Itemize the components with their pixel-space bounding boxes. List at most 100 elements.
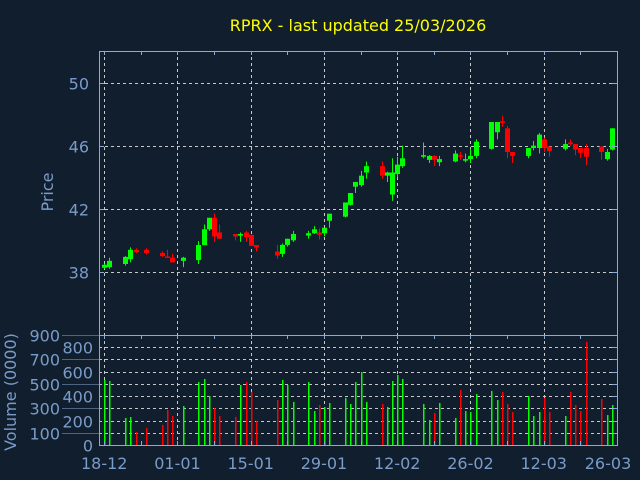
volume-panel-frame: [99, 335, 618, 446]
volume-bar: [167, 410, 169, 445]
candle-body: [474, 141, 479, 156]
volume-tick-label: 700: [29, 351, 60, 370]
candle-body: [244, 232, 249, 238]
candle-body: [212, 217, 217, 237]
volume-bar: [460, 390, 462, 445]
volume-bar: [214, 407, 216, 445]
candle-body: [275, 251, 280, 256]
candle-body: [306, 233, 311, 236]
candle-body: [610, 128, 615, 150]
candle-body: [312, 229, 317, 234]
price-axis-title: Price: [38, 172, 57, 211]
volume-bar: [612, 405, 614, 445]
volume-bar: [392, 380, 394, 445]
candle-body: [123, 256, 128, 264]
volume-tick-label: 900: [29, 327, 60, 346]
volume-bar: [507, 404, 509, 445]
candle-body: [453, 153, 458, 162]
candle-body: [144, 249, 149, 253]
candle-body: [578, 148, 583, 153]
volume-bar: [607, 415, 609, 445]
x-tick-label: 18-12: [81, 454, 128, 473]
volume-bar: [130, 417, 132, 445]
candle-body: [364, 166, 369, 173]
candle-body: [510, 151, 515, 156]
volume-bar: [580, 411, 582, 445]
candle-body: [327, 213, 332, 221]
candle-body: [599, 146, 604, 152]
volume-bar: [109, 380, 111, 445]
volume-bar: [345, 397, 347, 445]
volume-tick-label: 500: [29, 376, 60, 395]
volume-bar: [512, 412, 514, 445]
volume-bar: [183, 406, 185, 445]
volume-bar: [565, 416, 567, 445]
volume-bar: [235, 417, 237, 445]
candle-body: [280, 244, 285, 254]
candle-body: [421, 155, 426, 157]
volume-bar: [455, 417, 457, 445]
volume-bar: [256, 421, 258, 445]
candle-body: [500, 121, 505, 123]
candle-body: [573, 144, 578, 150]
volume-bar: [570, 391, 572, 445]
candle-body: [254, 245, 259, 248]
candle-body: [531, 145, 536, 149]
candle-body: [102, 264, 107, 268]
volume-bar: [104, 379, 106, 445]
candle-body: [207, 217, 212, 230]
volume-bar: [240, 384, 242, 445]
volume-bar: [539, 412, 541, 445]
candle-body: [134, 249, 139, 253]
volume-bar: [470, 412, 472, 445]
volume-bar: [319, 405, 321, 445]
x-tick-label: 12-03: [520, 454, 567, 473]
volume-bar: [497, 400, 499, 445]
candle-body: [495, 122, 500, 133]
volume-bar: [439, 402, 441, 445]
volume-bar: [146, 428, 148, 445]
candle-body: [584, 148, 589, 157]
candle-body: [353, 181, 358, 187]
volume-bar: [423, 404, 425, 445]
candles: [102, 115, 615, 269]
volume-bar: [251, 391, 253, 445]
volume-bar: [502, 391, 504, 445]
volume-bar: [198, 382, 200, 445]
x-tick-label: 12-02: [374, 454, 421, 473]
volume-bar: [476, 394, 478, 445]
volume-bar: [324, 406, 326, 445]
volume-bar: [293, 401, 295, 445]
candle-body: [128, 249, 133, 260]
volume-bar: [355, 382, 357, 445]
volume-bar: [329, 402, 331, 445]
candle-body: [458, 155, 463, 157]
candle-body: [537, 134, 542, 149]
volume-bar: [246, 382, 248, 445]
candle-body: [432, 155, 437, 160]
candle-body: [427, 155, 432, 160]
volume-bar: [397, 374, 399, 445]
volume-bar: [586, 341, 588, 445]
volume-bar: [172, 416, 174, 445]
volume-bar: [491, 390, 493, 445]
x-tick-label: 01-01: [154, 454, 201, 473]
grid-lines: [99, 51, 617, 445]
volume-bar: [544, 397, 546, 445]
volume-bar: [162, 424, 164, 445]
volume-bar: [209, 395, 211, 445]
candle-body: [170, 257, 175, 263]
volume-bar: [350, 404, 352, 445]
candle-body: [249, 234, 254, 246]
x-tick-label: 15-01: [227, 454, 274, 473]
candle-body: [107, 260, 112, 268]
candle-body: [233, 234, 238, 237]
candle-body: [437, 159, 442, 163]
volume-bar: [287, 384, 289, 445]
candle-body: [317, 232, 322, 235]
candle-body: [380, 166, 385, 176]
volume-bar: [549, 412, 551, 445]
volume-bar: [136, 432, 138, 445]
volume-bar: [387, 406, 389, 445]
